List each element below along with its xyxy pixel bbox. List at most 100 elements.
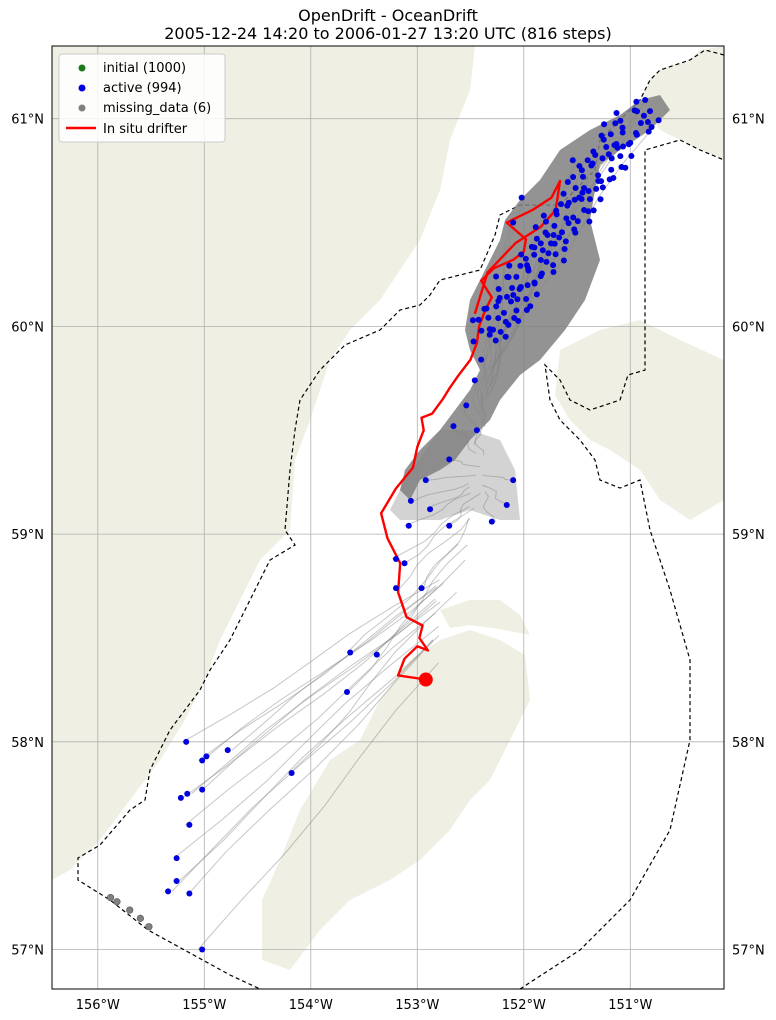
trajectory-line — [429, 474, 476, 481]
active-particle — [544, 232, 551, 239]
lat-tick-label-right: 57°N — [732, 944, 765, 959]
lon-tick-label: 154°W — [289, 998, 333, 1013]
trajectory-line — [399, 517, 471, 589]
active-particle — [574, 218, 581, 225]
lat-tick-label-left: 61°N — [11, 113, 44, 128]
active-particle — [506, 262, 513, 269]
active-particle — [633, 98, 640, 105]
active-particle — [177, 794, 184, 801]
active-particle — [613, 109, 620, 116]
active-particle — [620, 143, 627, 150]
active-particle — [655, 117, 662, 124]
active-particle — [513, 307, 520, 314]
land-kodiak-island — [262, 630, 530, 970]
active-particle — [463, 402, 470, 409]
legend-active-label: active (994) — [103, 81, 182, 96]
active-particle — [401, 560, 408, 567]
lat-tick-label-left: 59°N — [11, 528, 44, 543]
active-particle — [523, 295, 530, 302]
active-particle — [637, 119, 644, 126]
trajectory-line — [482, 491, 497, 522]
active-particle — [539, 247, 546, 254]
active-particle — [581, 184, 588, 191]
active-particle — [617, 117, 624, 124]
axes-frame — [51, 45, 725, 990]
active-particle — [199, 757, 206, 764]
active-particle — [446, 522, 453, 529]
active-particle — [422, 477, 429, 484]
active-particle — [537, 240, 544, 247]
active-particle — [537, 256, 544, 263]
active-particle — [528, 243, 535, 250]
trajectory-line — [473, 430, 485, 456]
land-kenai-south — [555, 320, 724, 520]
active-particle — [550, 269, 557, 276]
lat-tick-label-right: 59°N — [732, 528, 765, 543]
active-particle — [517, 262, 524, 269]
active-particle — [564, 178, 571, 185]
active-particle — [644, 119, 651, 126]
active-particle — [603, 143, 610, 150]
active-particle — [565, 220, 572, 227]
active-particle — [511, 315, 518, 322]
active-particle — [537, 273, 544, 280]
active-particle — [560, 190, 567, 197]
active-particle — [533, 291, 540, 298]
active-particle — [199, 946, 206, 953]
legend-box — [58, 53, 226, 143]
active-particle — [186, 890, 193, 897]
active-particle — [510, 477, 517, 484]
active-particle — [576, 162, 583, 169]
active-particle — [550, 262, 557, 269]
active-particle — [493, 303, 500, 310]
active-particle — [478, 356, 485, 363]
active-particle — [469, 317, 476, 324]
trajectory-line — [289, 591, 457, 774]
active-particle — [470, 338, 477, 345]
active-particle — [503, 502, 510, 509]
active-particle — [580, 173, 587, 180]
trajectory-line — [197, 662, 439, 950]
active-particle — [633, 130, 640, 137]
active-particle — [509, 285, 516, 292]
active-particle — [617, 153, 624, 160]
active-particle — [608, 166, 615, 173]
active-particle — [531, 251, 538, 258]
trajectory-line — [178, 635, 440, 882]
active-particle — [578, 196, 585, 203]
lon-tick-label: 151°W — [608, 998, 652, 1013]
active-particle — [542, 218, 549, 225]
active-particle — [473, 427, 480, 434]
latitude-tick-labels-left: 57°N 58°N 59°N 60°N 61°N — [11, 113, 44, 959]
active-particle — [471, 377, 478, 384]
active-particle — [598, 178, 605, 185]
active-particle — [485, 314, 492, 321]
lat-tick-label-left: 60°N — [11, 320, 44, 335]
active-particle — [551, 222, 558, 229]
active-particle — [488, 518, 495, 525]
active-particle — [543, 258, 550, 265]
active-particle — [392, 585, 399, 592]
active-particle — [475, 316, 482, 323]
lon-tick-label: 153°W — [395, 998, 439, 1013]
active-particle — [224, 747, 231, 754]
land-afognak — [440, 600, 530, 635]
trajectory-line — [182, 579, 440, 743]
active-particle — [450, 423, 457, 430]
active-particle — [633, 108, 640, 115]
active-particle — [493, 273, 500, 280]
active-particle — [551, 240, 558, 247]
active-particle — [165, 888, 172, 895]
active-particle — [502, 333, 509, 340]
active-particle — [513, 273, 520, 280]
active-particle — [496, 294, 503, 301]
trajectory-line — [404, 507, 475, 564]
trajectory-line — [173, 625, 440, 859]
active-particle — [565, 199, 572, 206]
model-domain-boundary — [77, 49, 724, 989]
active-particle — [405, 522, 412, 529]
active-particle — [524, 282, 531, 289]
active-particle — [599, 155, 606, 162]
missing-data-particle — [106, 894, 115, 902]
active-particle — [518, 251, 525, 258]
